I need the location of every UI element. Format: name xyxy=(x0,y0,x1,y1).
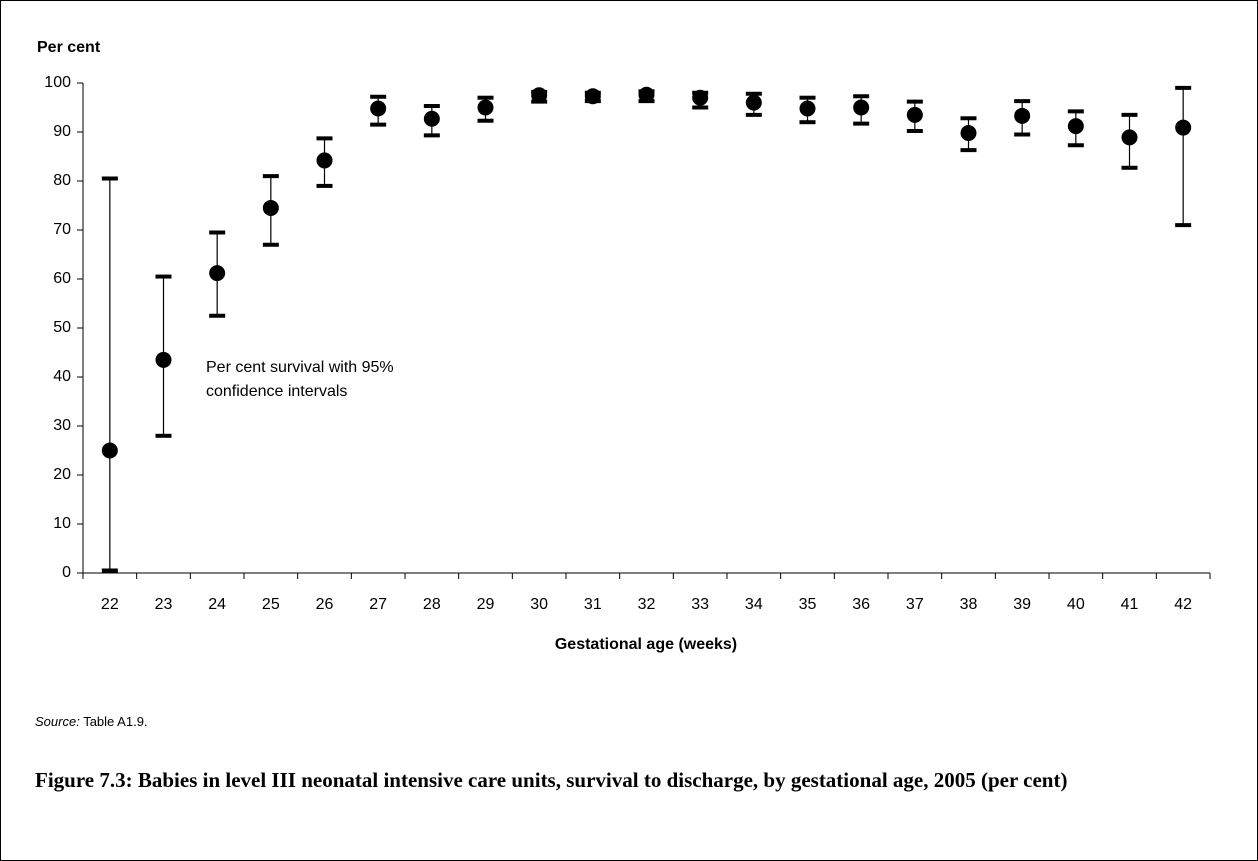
point xyxy=(316,152,333,169)
point xyxy=(1121,129,1138,146)
y-axis-label: Per cent xyxy=(37,39,101,56)
x-tick-label: 41 xyxy=(1121,596,1139,613)
point xyxy=(155,351,172,368)
source-label: Source: xyxy=(35,714,80,729)
point xyxy=(692,89,709,106)
point xyxy=(1014,107,1031,124)
x-tick-label: 23 xyxy=(155,596,173,613)
annotation: confidence intervals xyxy=(206,383,347,400)
point xyxy=(423,110,440,127)
x-tick-label: 28 xyxy=(423,596,441,613)
point xyxy=(853,99,870,116)
y-tick-label: 30 xyxy=(53,417,71,434)
x-tick-label: 35 xyxy=(799,596,817,613)
point xyxy=(531,87,548,104)
annotation: Per cent survival with 95% xyxy=(206,359,394,376)
x-tick-label: 36 xyxy=(852,596,870,613)
point xyxy=(799,100,816,117)
x-tick-label: 27 xyxy=(369,596,387,613)
y-tick-label: 100 xyxy=(44,74,71,91)
y-tick-label: 60 xyxy=(53,270,71,287)
x-tick-label: 34 xyxy=(745,596,763,613)
x-tick-label: 30 xyxy=(530,596,548,613)
y-tick-label: 10 xyxy=(53,515,71,532)
x-tick-label: 38 xyxy=(960,596,978,613)
y-tick-label: 20 xyxy=(53,466,71,483)
y-tick-label: 80 xyxy=(53,172,71,189)
point xyxy=(262,199,279,216)
y-tick-label: 90 xyxy=(53,123,71,140)
x-tick-label: 31 xyxy=(584,596,602,613)
point xyxy=(638,86,655,103)
point xyxy=(584,88,601,105)
point xyxy=(477,99,494,116)
x-tick-label: 32 xyxy=(638,596,656,613)
x-tick-label: 25 xyxy=(262,596,280,613)
figure-caption: Figure 7.3: Babies in level III neonatal… xyxy=(35,768,1068,792)
point xyxy=(906,106,923,123)
x-tick-label: 22 xyxy=(101,596,119,613)
x-tick-label: 26 xyxy=(316,596,334,613)
point xyxy=(370,100,387,117)
point xyxy=(960,124,977,141)
y-tick-label: 50 xyxy=(53,319,71,336)
x-tick-label: 39 xyxy=(1013,596,1031,613)
x-tick-label: 42 xyxy=(1174,596,1192,613)
source-text: Table A1.9. xyxy=(83,714,148,729)
point xyxy=(209,265,226,282)
y-tick-label: 40 xyxy=(53,368,71,385)
y-tick-label: 0 xyxy=(62,564,71,581)
x-axis-label: Gestational age (weeks) xyxy=(555,636,737,653)
x-tick-label: 37 xyxy=(906,596,924,613)
point xyxy=(745,94,762,111)
point xyxy=(1067,118,1084,135)
source: Source: Table A1.9. xyxy=(35,714,148,729)
x-tick-label: 33 xyxy=(691,596,709,613)
point xyxy=(101,442,118,459)
x-tick-label: 29 xyxy=(477,596,495,613)
y-tick-label: 70 xyxy=(53,221,71,238)
x-tick-label: 40 xyxy=(1067,596,1085,613)
point xyxy=(1175,119,1192,136)
x-tick-label: 24 xyxy=(208,596,226,613)
